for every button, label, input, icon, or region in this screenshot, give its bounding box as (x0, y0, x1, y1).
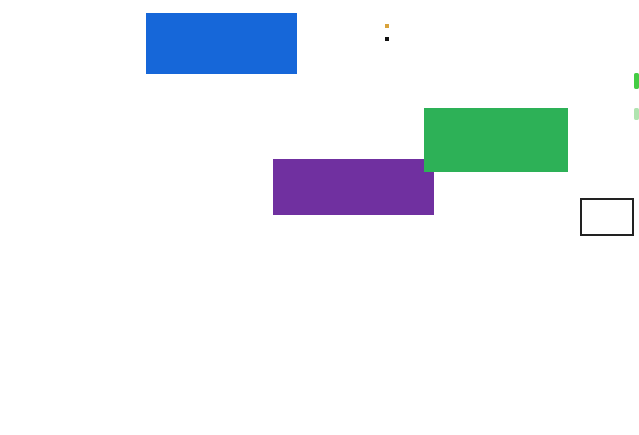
callout-pll-jitter-spurs (424, 108, 568, 172)
edge-green-fragment-icon (634, 108, 639, 120)
legend-swatch-off-icon (385, 24, 389, 29)
callout-buck-switching-spur (273, 159, 434, 215)
callout-lc-filter-spurs (146, 13, 297, 74)
legend-item-spurs-off (385, 21, 393, 34)
edge-green-fragment-icon (634, 73, 639, 89)
legend-item-spurs-on (385, 34, 393, 47)
spur-level-callout (580, 198, 634, 236)
legend-swatch-on-icon (385, 37, 389, 42)
legend (385, 21, 393, 47)
